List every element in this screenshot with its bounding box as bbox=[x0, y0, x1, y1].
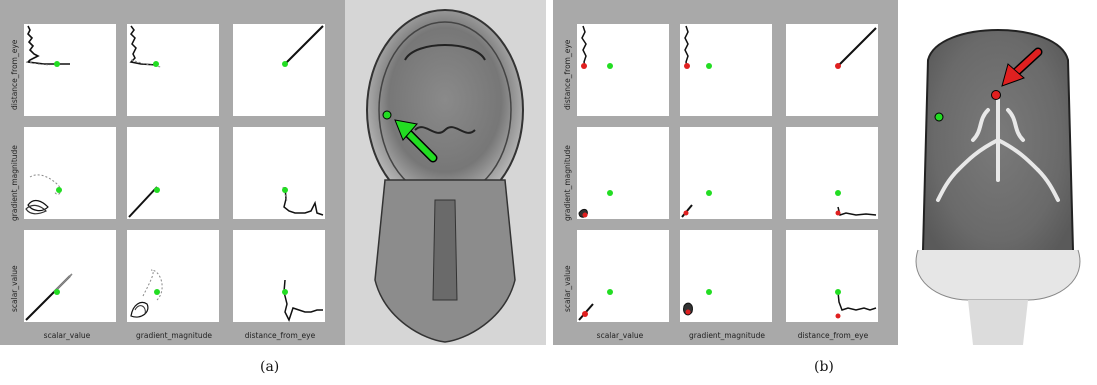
highlight-point bbox=[154, 289, 160, 295]
highlight-point bbox=[706, 190, 712, 196]
plot-cell-a-r2c2[interactable] bbox=[127, 127, 219, 219]
col-label-gradient-magnitude: gradient_magnitude bbox=[136, 331, 212, 340]
highlight-point bbox=[153, 61, 159, 67]
row-label-scalar-value: scalar_value bbox=[10, 265, 19, 312]
plot-cell-b-r1c1[interactable] bbox=[577, 24, 669, 116]
highlight-point bbox=[54, 61, 60, 67]
selection-point bbox=[582, 212, 588, 218]
highlight-point bbox=[607, 63, 613, 69]
highlight-point bbox=[706, 289, 712, 295]
col-label-distance-from-eye: distance_from_eye bbox=[244, 331, 316, 340]
plot-cell-a-r1c2[interactable] bbox=[127, 24, 219, 116]
highlight-point bbox=[154, 187, 160, 193]
row-label-gradient-magnitude: gradient_magnitude bbox=[10, 145, 19, 221]
scatterplot-matrix-b: distance_from_eye gradient_magnitude sca… bbox=[553, 0, 898, 345]
plot-cell-b-r2c2[interactable] bbox=[680, 127, 772, 219]
highlight-point bbox=[56, 187, 62, 193]
plot-cell-a-r2c1[interactable] bbox=[24, 127, 116, 219]
row-label-distance-from-eye: distance_from_eye bbox=[563, 39, 572, 110]
plot-cell-b-r2c1[interactable] bbox=[577, 127, 669, 219]
scatterplot-matrix-a: distance_from_eye gradient_magnitude sca… bbox=[0, 0, 345, 345]
col-label-scalar-value: scalar_value bbox=[43, 331, 91, 340]
highlight-point bbox=[706, 63, 712, 69]
col-label-scalar-value: scalar_value bbox=[596, 331, 644, 340]
selected-point-b-green bbox=[934, 112, 944, 122]
selection-point bbox=[685, 309, 691, 315]
plot-cell-b-r3c1[interactable] bbox=[577, 230, 669, 322]
selection-point bbox=[684, 63, 690, 69]
arrow-b bbox=[1011, 49, 1041, 77]
selection-point bbox=[581, 63, 587, 69]
caption-b: (b) bbox=[814, 359, 834, 375]
arrow-head-b bbox=[1001, 63, 1025, 87]
plot-cell-a-r1c3[interactable] bbox=[233, 24, 325, 116]
selected-point-a bbox=[382, 110, 392, 120]
plot-cell-a-r3c1[interactable] bbox=[24, 230, 116, 322]
row-label-gradient-magnitude: gradient_magnitude bbox=[563, 145, 572, 221]
selection-point bbox=[835, 210, 841, 216]
plot-cell-b-r2c3[interactable] bbox=[786, 127, 878, 219]
row-label-distance-from-eye: distance_from_eye bbox=[10, 39, 19, 110]
vessel-structure bbox=[936, 98, 1060, 202]
caption-a: (a) bbox=[260, 359, 280, 375]
highlight-point bbox=[282, 61, 288, 67]
highlight-point bbox=[282, 289, 288, 295]
row-label-scalar-value: scalar_value bbox=[563, 265, 572, 312]
selection-point bbox=[683, 210, 689, 216]
highlight-point bbox=[607, 289, 613, 295]
volume-rendering-b[interactable] bbox=[898, 0, 1097, 345]
highlight-point bbox=[835, 190, 841, 196]
plot-cell-b-r1c2[interactable] bbox=[680, 24, 772, 116]
col-label-gradient-magnitude: gradient_magnitude bbox=[689, 331, 765, 340]
plot-cell-a-r3c3[interactable] bbox=[233, 230, 325, 322]
arrow-a bbox=[402, 127, 436, 161]
plot-cell-a-r3c2[interactable] bbox=[127, 230, 219, 322]
selection-point bbox=[582, 311, 588, 317]
volume-rendering-a[interactable] bbox=[345, 0, 546, 345]
arrow-head-a bbox=[394, 119, 418, 141]
selection-point bbox=[835, 63, 841, 69]
plot-cell-a-r1c1[interactable] bbox=[24, 24, 116, 116]
highlight-point bbox=[607, 190, 613, 196]
highlight-point bbox=[835, 289, 841, 295]
plot-cell-a-r2c3[interactable] bbox=[233, 127, 325, 219]
plot-cell-b-r1c3[interactable] bbox=[786, 24, 878, 116]
selected-point-b-red bbox=[991, 90, 1001, 100]
plot-cell-b-r3c2[interactable] bbox=[680, 230, 772, 322]
plot-cell-b-r3c3[interactable] bbox=[786, 230, 878, 322]
selection-point bbox=[835, 313, 841, 319]
highlight-point bbox=[54, 289, 60, 295]
highlight-point bbox=[282, 187, 288, 193]
col-label-distance-from-eye: distance_from_eye bbox=[797, 331, 869, 340]
